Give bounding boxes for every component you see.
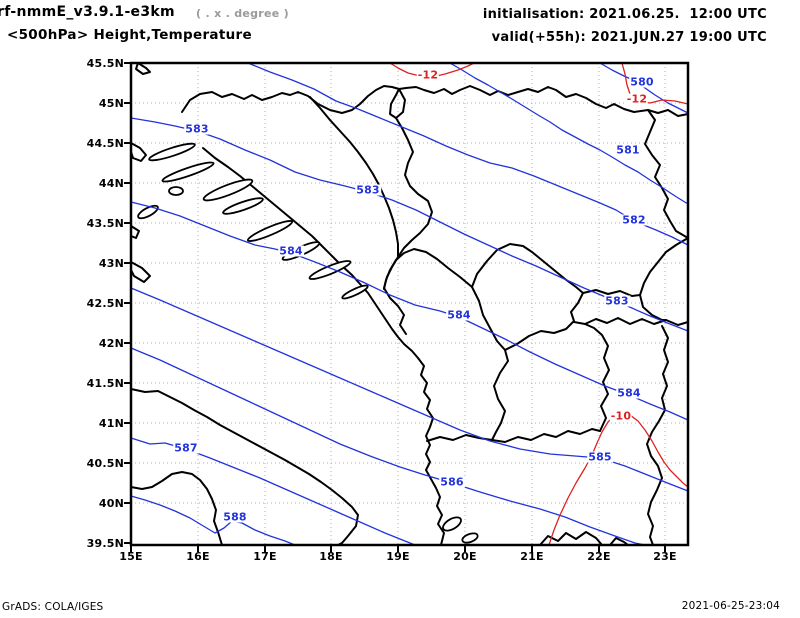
lat-tick-label: 41N <box>98 417 124 430</box>
lat-tick-label: 40.5N <box>86 457 124 470</box>
lat-tick-label: 42.5N <box>86 297 124 310</box>
lat-tick-label: 45N <box>98 97 124 110</box>
height-contour-label: 585 <box>587 450 613 464</box>
lon-tick-label: 19E <box>386 550 410 563</box>
axis-ticks <box>124 62 666 552</box>
lon-tick-label: 18E <box>319 550 343 563</box>
height-contour-label: 580 <box>629 75 655 89</box>
lat-tick-label: 45.5N <box>86 57 124 70</box>
lon-tick-label: 15E <box>119 550 143 563</box>
height-contour-label: 584 <box>278 244 304 258</box>
height-contour-label: 583 <box>355 183 381 197</box>
lon-tick-label: 22E <box>587 550 611 563</box>
lat-tick-label: 43N <box>98 257 124 270</box>
height-contour-label: 582 <box>621 213 647 227</box>
grads-credit: GrADS: COLA/IGES <box>2 601 104 613</box>
grid-resolution-note: ( . x . degree ) <box>196 7 290 20</box>
height-contour-label: 584 <box>616 386 642 400</box>
height-contour-label: 586 <box>439 475 465 489</box>
temp-contour-label: -10 <box>609 409 633 423</box>
lon-tick-label: 16E <box>186 550 210 563</box>
height-contour-label: 581 <box>615 143 641 157</box>
lon-tick-label: 21E <box>520 550 544 563</box>
height-contour-label: 587 <box>173 441 199 455</box>
initialisation-time: initialisation: 2021.06.25. 12:00 UTC <box>482 7 767 22</box>
lat-tick-label: 44N <box>98 177 124 190</box>
lat-tick-label: 41.5N <box>86 377 124 390</box>
lon-tick-label: 23E <box>653 550 677 563</box>
lat-tick-label: 43.5N <box>86 217 124 230</box>
lat-tick-label: 44.5N <box>86 137 124 150</box>
temp-contour-label: -12 <box>416 68 440 82</box>
lat-tick-label: 42N <box>98 337 124 350</box>
lat-tick-label: 40N <box>98 497 124 510</box>
height-contour-label: 584 <box>446 308 472 322</box>
lon-tick-label: 17E <box>253 550 277 563</box>
lat-tick-label: 39.5N <box>86 537 124 550</box>
valid-time: valid(+55h): 2021.JUN.27 19:00 UTC <box>491 30 767 45</box>
height-contour-label: 588 <box>222 510 248 524</box>
model-name: rf-nmmE_v3.9.1-e3km <box>0 4 175 20</box>
lon-tick-label: 20E <box>453 550 477 563</box>
latlon-grid <box>131 63 688 545</box>
height-contour-label: 583 <box>604 294 630 308</box>
temp-contour-label: -12 <box>625 92 649 106</box>
field-title: <500hPa> Height,Temperature <box>7 27 252 43</box>
creation-timestamp: 2021-06-25-23:04 <box>681 600 780 612</box>
height-contour-label: 583 <box>184 122 210 136</box>
